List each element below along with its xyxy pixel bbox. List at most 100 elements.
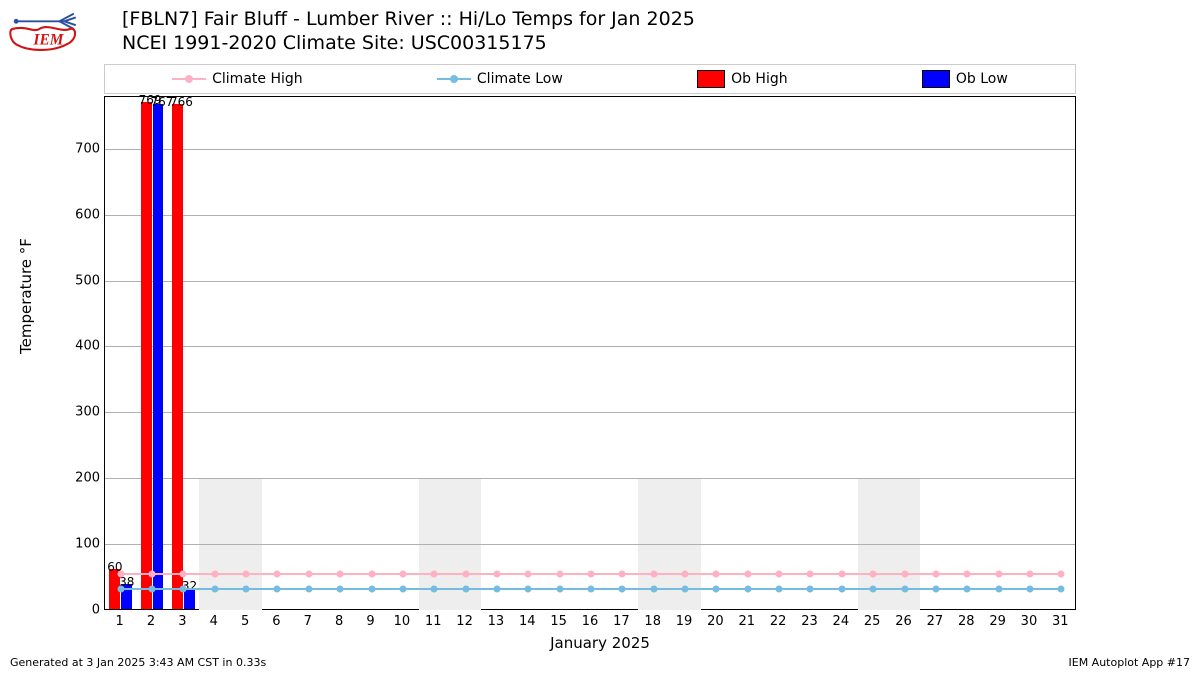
climate-low-marker	[1058, 585, 1065, 592]
climate-low-marker	[462, 585, 469, 592]
y-tick-label: 400	[60, 339, 100, 354]
climate-high-marker	[368, 570, 375, 577]
x-tick-label: 15	[550, 614, 567, 629]
climate-low-marker	[744, 585, 751, 592]
climate-high-marker	[807, 570, 814, 577]
y-tick-label: 700	[60, 141, 100, 156]
ob-high-bar	[172, 104, 183, 609]
legend-item: Climate Low	[437, 71, 563, 87]
climate-low-marker	[776, 585, 783, 592]
x-tick-label: 13	[488, 614, 505, 629]
climate-high-marker	[838, 570, 845, 577]
climate-high-marker	[337, 570, 344, 577]
y-tick-label: 100	[60, 537, 100, 552]
y-axis-label: Temperature °F	[17, 238, 35, 354]
x-tick-label: 7	[304, 614, 312, 629]
gridline	[105, 281, 1075, 282]
climate-low-marker	[807, 585, 814, 592]
footer-generated: Generated at 3 Jan 2025 3:43 AM CST in 0…	[10, 656, 266, 669]
x-tick-label: 6	[272, 614, 280, 629]
x-tick-label: 14	[519, 614, 536, 629]
iem-logo-icon: IEM	[6, 4, 84, 54]
y-tick-label: 200	[60, 471, 100, 486]
x-tick-label: 28	[958, 614, 975, 629]
climate-low-marker	[932, 585, 939, 592]
gridline	[105, 412, 1075, 413]
climate-high-marker	[117, 570, 124, 577]
x-tick-label: 25	[864, 614, 881, 629]
x-axis-label: January 2025	[550, 634, 650, 652]
x-tick-label: 30	[1021, 614, 1038, 629]
climate-high-marker	[776, 570, 783, 577]
climate-low-marker	[180, 585, 187, 592]
y-tick-label: 500	[60, 273, 100, 288]
climate-low-marker	[399, 585, 406, 592]
svg-text:IEM: IEM	[32, 31, 64, 48]
x-tick-label: 26	[895, 614, 912, 629]
ob-high-bar	[141, 102, 152, 609]
climate-high-marker	[525, 570, 532, 577]
ob-low-bar	[153, 104, 164, 609]
climate-low-marker	[964, 585, 971, 592]
climate-high-marker	[682, 570, 689, 577]
x-tick-label: 29	[989, 614, 1006, 629]
x-tick-label: 18	[644, 614, 661, 629]
legend-item: Climate High	[172, 71, 303, 87]
climate-high-marker	[149, 570, 156, 577]
climate-high-marker	[870, 570, 877, 577]
climate-high-marker	[211, 570, 218, 577]
gridline	[105, 478, 1075, 479]
climate-high-marker	[619, 570, 626, 577]
x-tick-label: 20	[707, 614, 724, 629]
x-tick-label: 10	[394, 614, 411, 629]
gridline	[105, 215, 1075, 216]
climate-high-marker	[964, 570, 971, 577]
x-tick-label: 12	[456, 614, 473, 629]
x-tick-label: 16	[582, 614, 599, 629]
x-tick-label: 24	[833, 614, 850, 629]
x-tick-label: 27	[927, 614, 944, 629]
climate-high-marker	[274, 570, 281, 577]
y-tick-label: 0	[60, 603, 100, 618]
climate-high-marker	[243, 570, 250, 577]
climate-low-marker	[525, 585, 532, 592]
climate-low-marker	[870, 585, 877, 592]
climate-low-marker	[305, 585, 312, 592]
x-tick-label: 22	[770, 614, 787, 629]
climate-low-marker	[682, 585, 689, 592]
climate-low-marker	[368, 585, 375, 592]
climate-low-marker	[713, 585, 720, 592]
climate-low-marker	[588, 585, 595, 592]
climate-high-marker	[588, 570, 595, 577]
climate-low-marker	[117, 585, 124, 592]
x-tick-label: 19	[676, 614, 693, 629]
climate-low-marker	[901, 585, 908, 592]
climate-high-marker	[744, 570, 751, 577]
climate-low-marker	[274, 585, 281, 592]
plot-area: 607697663876732	[104, 96, 1076, 610]
title-line2: NCEI 1991-2020 Climate Site: USC00315175	[122, 32, 695, 56]
climate-high-marker	[901, 570, 908, 577]
climate-low-marker	[243, 585, 250, 592]
climate-low-marker	[1026, 585, 1033, 592]
legend: Climate High Climate Low Ob High Ob Low	[104, 64, 1076, 94]
y-tick-label: 600	[60, 207, 100, 222]
legend-label: Ob Low	[956, 71, 1008, 87]
gridline	[105, 346, 1075, 347]
legend-label: Ob High	[731, 71, 788, 87]
climate-low-marker	[619, 585, 626, 592]
chart-title: [FBLN7] Fair Bluff - Lumber River :: Hi/…	[122, 8, 695, 56]
y-tick-label: 300	[60, 405, 100, 420]
climate-low-marker	[556, 585, 563, 592]
x-tick-label: 1	[116, 614, 124, 629]
legend-item: Ob Low	[922, 70, 1008, 88]
climate-low-marker	[337, 585, 344, 592]
x-tick-label: 21	[738, 614, 755, 629]
gridline	[105, 544, 1075, 545]
legend-label: Climate High	[212, 71, 303, 87]
climate-low-marker	[149, 585, 156, 592]
x-tick-label: 3	[178, 614, 186, 629]
climate-high-marker	[462, 570, 469, 577]
climate-high-marker	[431, 570, 438, 577]
footer-app: IEM Autoplot App #17	[1069, 656, 1191, 669]
